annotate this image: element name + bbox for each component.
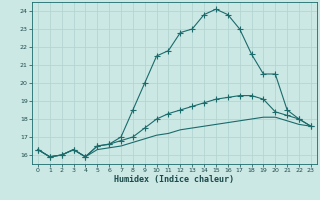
- X-axis label: Humidex (Indice chaleur): Humidex (Indice chaleur): [115, 175, 234, 184]
